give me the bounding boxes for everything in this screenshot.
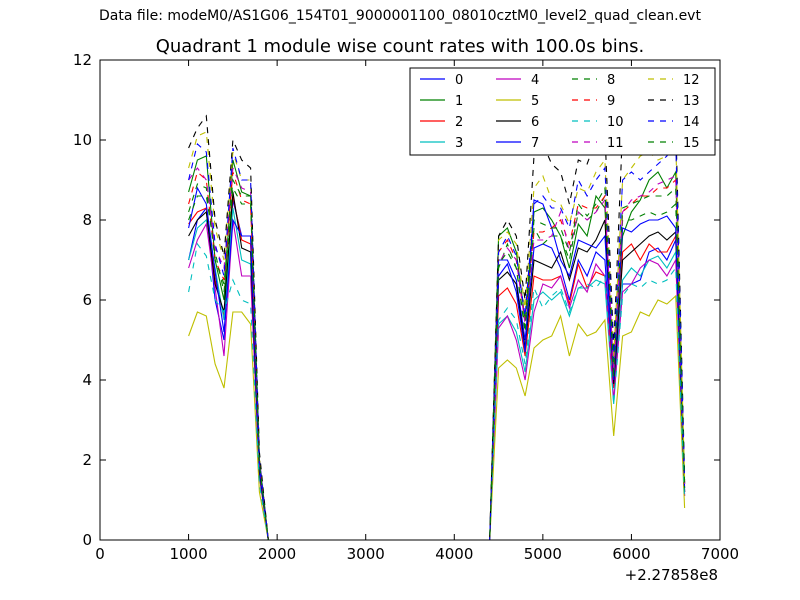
legend-label-1: 1 — [455, 94, 463, 109]
x-tick-label: 4000 — [435, 545, 473, 563]
y-tick-label: 2 — [82, 451, 92, 469]
series-line-11 — [188, 167, 686, 540]
series-line-6 — [188, 191, 686, 540]
legend-label-5: 5 — [531, 94, 539, 109]
legend-label-7: 7 — [531, 136, 539, 151]
y-tick-label: 8 — [82, 211, 92, 229]
x-tick-label: 5000 — [524, 545, 562, 563]
legend-label-2: 2 — [455, 115, 463, 130]
x-tick-label: 2000 — [258, 545, 296, 563]
legend-label-11: 11 — [607, 136, 624, 151]
legend-label-0: 0 — [455, 73, 463, 88]
series-line-5 — [188, 294, 686, 540]
legend-label-8: 8 — [607, 73, 615, 88]
suptitle: Data file: modeM0/AS1G06_154T01_90000011… — [99, 8, 701, 24]
series-line-3 — [188, 207, 686, 540]
series-line-2 — [188, 195, 686, 540]
legend-label-14: 14 — [683, 115, 700, 130]
x-tick-label: 3000 — [347, 545, 385, 563]
series-line-15 — [188, 178, 686, 540]
series-line-7 — [188, 186, 686, 540]
legend-box — [409, 67, 716, 156]
y-tick-label: 12 — [73, 51, 92, 69]
legend-label-15: 15 — [683, 136, 700, 151]
x-tick-label: 0 — [95, 545, 105, 563]
legend-label-6: 6 — [531, 115, 539, 130]
x-offset-label: +2.27858e8 — [625, 566, 718, 584]
y-tick-label: 10 — [73, 131, 92, 149]
series-line-9 — [188, 170, 686, 540]
x-tick-label: 7000 — [701, 545, 739, 563]
series-line-4 — [188, 219, 686, 540]
legend-label-9: 9 — [607, 94, 615, 109]
chart-title: Quadrant 1 module wise count rates with … — [155, 36, 645, 57]
legend-label-12: 12 — [683, 73, 700, 88]
y-tick-label: 0 — [82, 531, 92, 549]
y-tick-label: 6 — [82, 291, 92, 309]
legend-label-13: 13 — [683, 94, 700, 109]
series-line-0 — [188, 199, 686, 540]
x-tick-label: 1000 — [169, 545, 207, 563]
legend-label-4: 4 — [531, 73, 539, 88]
x-tick-label: 6000 — [612, 545, 650, 563]
y-tick-label: 4 — [82, 371, 92, 389]
legend-label-10: 10 — [607, 115, 624, 130]
legend-label-3: 3 — [455, 136, 463, 151]
series-line-12 — [188, 131, 686, 540]
